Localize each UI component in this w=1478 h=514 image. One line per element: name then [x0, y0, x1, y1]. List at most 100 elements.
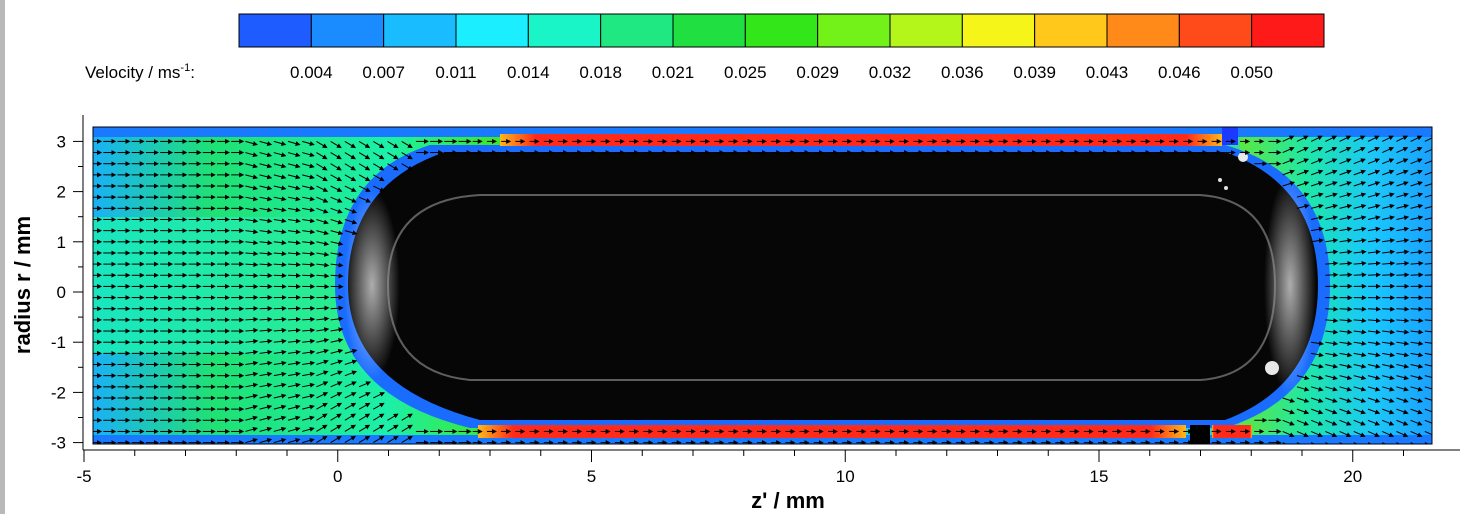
velocity-vector — [302, 251, 316, 257]
velocity-vector — [1325, 408, 1338, 415]
velocity-vector — [387, 152, 399, 160]
velocity-vector — [1325, 442, 1338, 444]
velocity-vector — [302, 163, 315, 169]
velocity-vector — [1424, 375, 1432, 381]
legend-swatch — [600, 13, 674, 48]
velocity-vector — [1381, 430, 1395, 437]
velocity-vector — [287, 393, 301, 399]
velocity-vector — [1382, 181, 1395, 187]
velocity-vector — [344, 370, 358, 377]
velocity-vector — [245, 404, 258, 410]
legend-swatch — [1178, 13, 1253, 48]
velocity-vector — [245, 140, 258, 146]
velocity-vector — [330, 140, 342, 149]
velocity-vector — [1382, 169, 1395, 176]
velocity-vector — [316, 219, 329, 225]
velocity-vector — [1410, 203, 1424, 209]
velocity-vector — [1296, 203, 1310, 209]
velocity-vector — [1367, 158, 1381, 165]
velocity-vector — [387, 163, 399, 171]
velocity-vector — [1311, 203, 1324, 209]
velocity-vector — [1424, 341, 1432, 344]
legend-swatch — [744, 13, 819, 48]
legend-swatch — [455, 13, 529, 48]
velocity-vector — [330, 392, 343, 399]
velocity-vector — [1396, 238, 1410, 244]
velocity-vector — [330, 230, 344, 236]
velocity-vector — [302, 327, 316, 333]
velocity-vector — [1339, 203, 1353, 209]
velocity-vector — [1310, 397, 1324, 403]
velocity-vector — [1396, 430, 1409, 437]
velocity-vector — [273, 327, 287, 333]
velocity-vector — [1296, 442, 1309, 444]
legend-tick-label: 0.050 — [1230, 63, 1273, 82]
velocity-vector — [1410, 249, 1424, 255]
velocity-vectors — [93, 135, 1432, 444]
velocity-vector — [1282, 147, 1295, 154]
velocity-vector — [1424, 263, 1432, 265]
x-tick-label: -5 — [76, 467, 91, 486]
velocity-vector — [302, 152, 315, 158]
velocity-vector — [287, 152, 301, 158]
velocity-vector — [1381, 147, 1395, 154]
velocity-vector — [1410, 386, 1424, 392]
taylor-bubble — [348, 152, 1318, 420]
velocity-vector — [245, 371, 259, 377]
velocity-vector — [344, 207, 358, 214]
velocity-vector — [316, 338, 330, 343]
legend-swatch — [1251, 13, 1325, 48]
velocity-vector — [1353, 181, 1367, 187]
velocity-vector — [1311, 375, 1324, 381]
legend-tick-label: 0.014 — [507, 63, 550, 82]
velocity-vector — [245, 426, 258, 432]
velocity-vector — [1410, 352, 1424, 358]
velocity-vector — [287, 349, 301, 355]
velocity-vector — [344, 402, 357, 410]
velocity-vector — [1325, 158, 1338, 165]
velocity-vector — [330, 348, 344, 354]
velocity-vector — [316, 185, 329, 192]
legend-label-exponent: -1 — [180, 62, 190, 74]
x-tick-label: 20 — [1343, 467, 1362, 486]
velocity-vector — [316, 262, 330, 268]
velocity-vector — [401, 140, 413, 149]
y-tick-label: -2 — [51, 383, 66, 402]
velocity-vector — [373, 413, 385, 421]
velocity-vector — [1382, 375, 1395, 381]
velocity-vector — [287, 360, 301, 366]
velocity-vector — [1396, 408, 1409, 415]
velocity-vector — [287, 262, 301, 268]
velocity-vector — [1410, 375, 1424, 381]
velocity-vector — [1353, 408, 1366, 415]
velocity-vector — [302, 140, 315, 146]
velocity-vector — [373, 392, 385, 399]
bubble-nose-glow — [344, 190, 400, 380]
velocity-vector — [1325, 352, 1339, 358]
velocity-vector — [1367, 352, 1381, 358]
velocity-vector — [302, 371, 316, 377]
velocity-vector — [302, 262, 316, 268]
velocity-vector — [1325, 192, 1338, 198]
velocity-vector — [344, 413, 357, 421]
velocity-vector — [287, 338, 301, 344]
velocity-vector — [273, 262, 287, 268]
velocity-vector — [1367, 192, 1381, 198]
velocity-vector — [1396, 442, 1409, 444]
velocity-vector — [1396, 169, 1409, 176]
velocity-vector — [259, 393, 273, 399]
velocity-vector — [1396, 147, 1409, 154]
velocity-vector — [1367, 260, 1381, 266]
velocity-vector — [259, 371, 273, 377]
velocity-vector — [1424, 181, 1432, 187]
velocity-vector — [1367, 135, 1380, 142]
velocity-vector — [287, 207, 301, 213]
velocity-vector — [287, 316, 301, 322]
velocity-vector — [1339, 158, 1352, 165]
velocity-vector — [1325, 249, 1339, 255]
velocity-vector — [1339, 408, 1352, 415]
velocity-vector — [1282, 408, 1295, 415]
velocity-vector — [1296, 169, 1310, 176]
velocity-vector — [1296, 135, 1309, 142]
velocity-vector — [330, 402, 343, 410]
